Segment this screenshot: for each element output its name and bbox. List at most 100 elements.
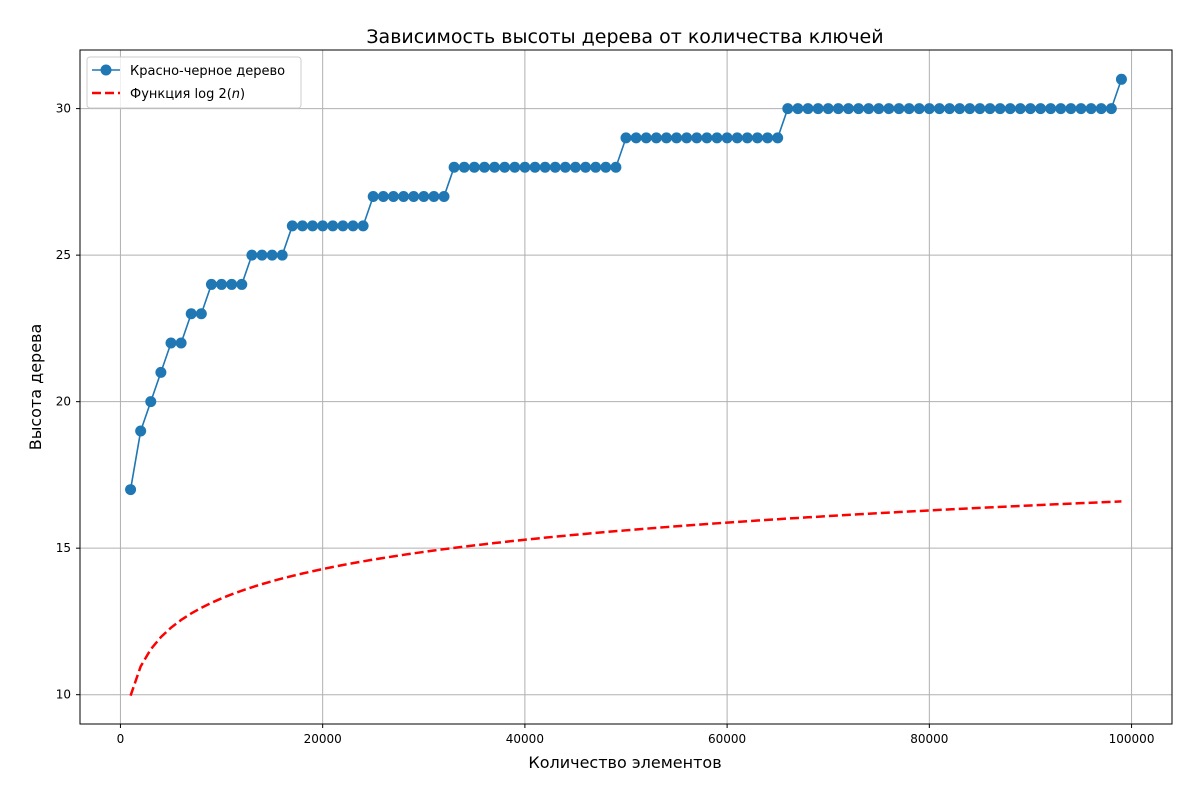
tree-height-point [1014,103,1026,115]
tree-height-point [853,103,865,115]
tree-height-point [1115,73,1127,85]
tree-height-point [893,103,905,115]
tree-height-point [569,161,581,173]
tree-height-point [307,220,319,232]
tree-height-point [418,191,430,203]
tree-height-point [478,161,490,173]
ticks: 0 20000 40000 60000 80000 100000 10 15 20 25 30 [56,102,1155,746]
tree-height-point [640,132,652,144]
legend-log-var: n [232,87,240,102]
tree-height-point [974,103,986,115]
tree-height-point [175,337,187,349]
tree-height-point [185,308,197,320]
tree-height-point [246,249,258,261]
tree-height-point [873,103,885,115]
tree-height-point [276,249,288,261]
y-tick-label: 10 [56,688,71,702]
tree-height-point [944,103,956,115]
legend: Красно-черное дерево Функция log 2(n) [86,56,302,109]
tree-height-point [155,366,167,378]
tree-height-point [842,103,854,115]
tree-height-point [1065,103,1077,115]
tree-height-point [296,220,308,232]
x-tick-label: 20000 [304,732,342,746]
tree-height-point [357,220,369,232]
tree-height-point [549,161,561,173]
tree-height-point [994,103,1006,115]
tree-height-point [701,132,713,144]
tree-height-point [195,308,207,320]
tree-height-point [559,161,571,173]
tree-height-point [1055,103,1067,115]
tree-height-point [741,132,753,144]
tree-height-point [984,103,996,115]
legend-log-suffix: ) [240,87,245,102]
tree-height-point [236,278,248,290]
legend-box [86,56,302,109]
tree-height-point [226,278,238,290]
tree-height-point [660,132,672,144]
legend-tree-marker [100,64,112,76]
tree-height-point [1095,103,1107,115]
log2-line [129,500,1122,697]
tree-height-point [802,103,814,115]
tree-height-point [448,161,460,173]
chart-title: Зависимость высоты дерева от количества … [366,26,883,48]
tree-height-point [509,161,521,173]
tree-height-point [903,103,915,115]
x-axis-title: Количество элементов [528,753,721,772]
tree-height-point [691,132,703,144]
tree-height-point [1045,103,1057,115]
tree-height-point [216,278,228,290]
y-tick-label: 25 [56,248,71,262]
tree-height-point [711,132,723,144]
tree-height-point [468,161,480,173]
tree-height-point [489,161,501,173]
tree-height-point [145,396,157,408]
legend-log-label: Функция log 2(n) [130,87,245,102]
tree-height-point [822,103,834,115]
tree-height-point [731,132,743,144]
tree-height-point [1085,103,1097,115]
tree-height-point [671,132,683,144]
tree-height-point [681,132,693,144]
tree-height-point [266,249,278,261]
tree-height-point [398,191,410,203]
tree-height-point [135,425,147,437]
x-tick-label: 0 [117,732,125,746]
tree-height-point [1105,103,1117,115]
tree-height-point [923,103,935,115]
tree-height-point [964,103,976,115]
tree-height-point [337,220,349,232]
tree-height-point [458,161,470,173]
tree-height-point [438,191,450,203]
tree-height-point [529,161,541,173]
tree-height-point [205,278,217,290]
tree-height-point [428,191,440,203]
tree-height-point [772,132,784,144]
legend-log-prefix: Функция [130,87,195,102]
tree-height-point [762,132,774,144]
tree-height-point [580,161,592,173]
tree-height-point [286,220,298,232]
tree-height-point [832,103,844,115]
y-tick-label: 20 [56,395,71,409]
tree-height-point [165,337,177,349]
tree-height-point [125,484,137,496]
series-log2 [129,500,1122,697]
y-tick-label: 30 [56,102,71,116]
tree-height-point [539,161,551,173]
tree-height-point [1035,103,1047,115]
tree-height-point [782,103,794,115]
legend-log-math: log 2( [195,87,232,102]
series-red-black-tree [125,73,1127,496]
x-tick-label: 100000 [1109,732,1155,746]
tree-height-point [1004,103,1016,115]
tree-height-point [933,103,945,115]
tree-height-point [519,161,531,173]
x-tick-label: 40000 [506,732,544,746]
tree-height-point [367,191,379,203]
tree-height-point [499,161,511,173]
tree-height-point [590,161,602,173]
